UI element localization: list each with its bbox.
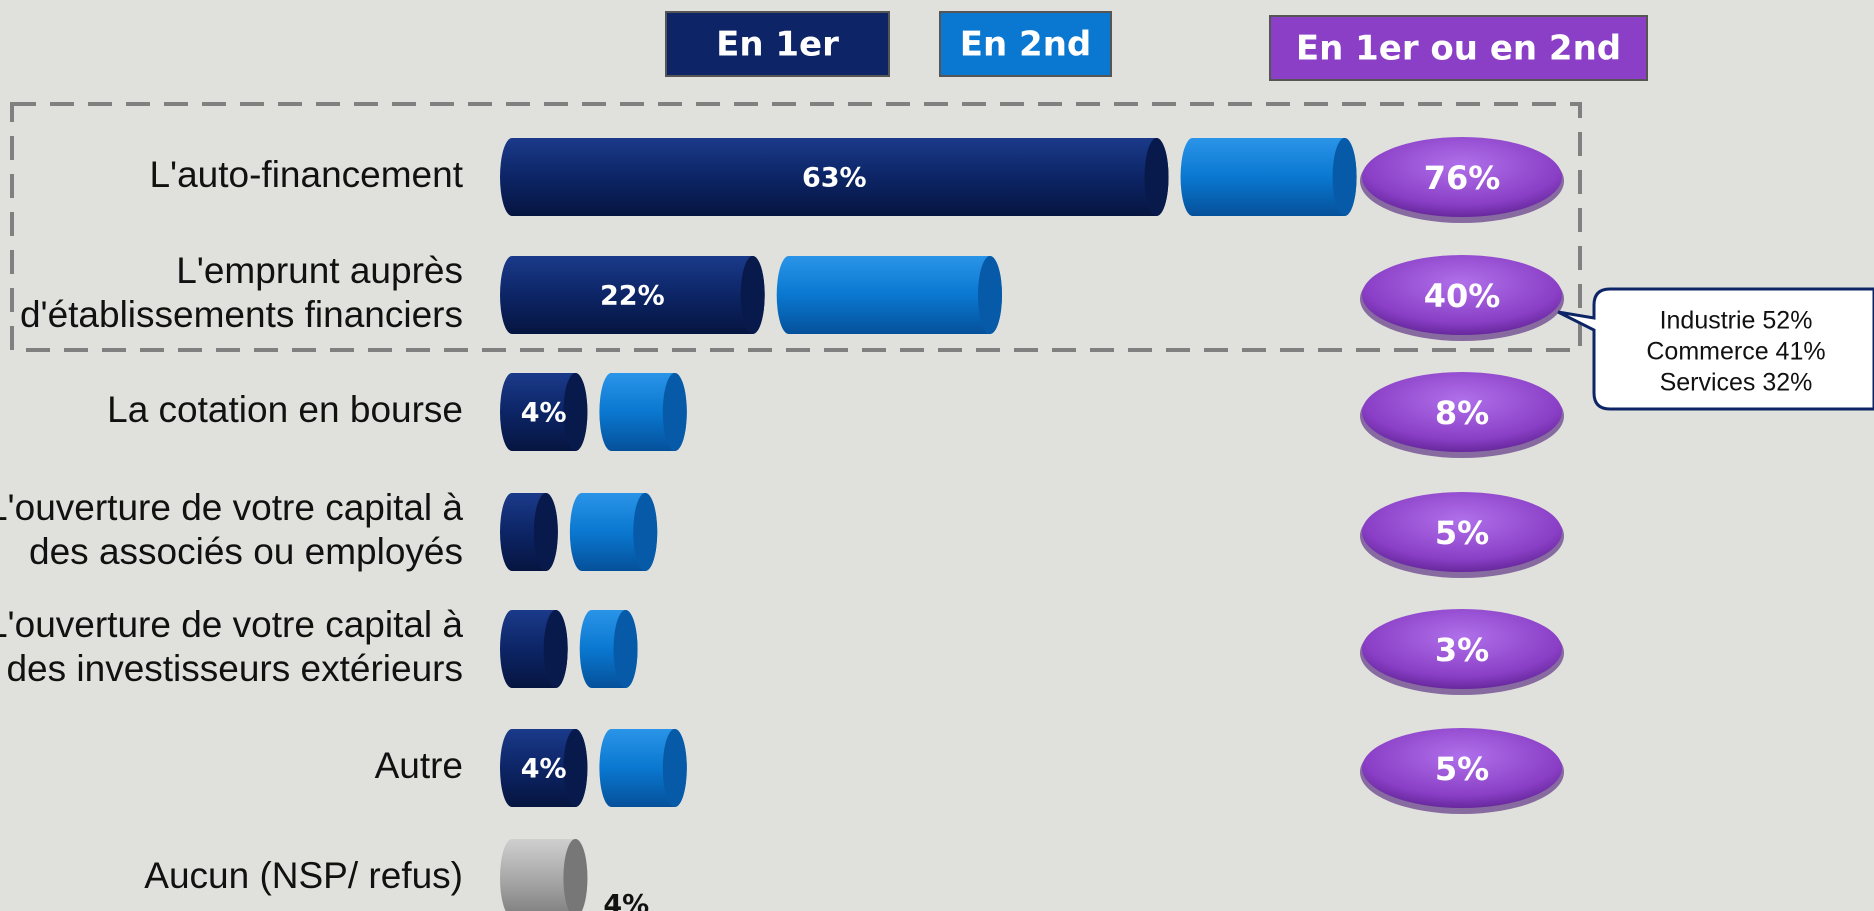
- highlight-box: [10, 102, 1582, 352]
- bar: [500, 256, 765, 334]
- legend-box: [939, 11, 1112, 77]
- callout-text: Commerce 41%: [1646, 338, 1825, 366]
- data-label: 22%: [600, 281, 665, 312]
- total-marker: [1362, 372, 1562, 452]
- bar-cap: [662, 729, 687, 807]
- total-label: 76%: [1424, 159, 1501, 197]
- bar-body: [500, 138, 1169, 216]
- total-label: 3%: [1435, 631, 1489, 669]
- data-label: 4%: [521, 754, 567, 785]
- bar-cap: [1332, 138, 1357, 216]
- legend-label: En 1er: [716, 25, 839, 65]
- data-label: 63%: [802, 163, 867, 194]
- category-label: Autre: [375, 745, 463, 786]
- bar-cap: [563, 839, 588, 911]
- bar-cap: [740, 256, 765, 334]
- callout-text: Industrie 52%: [1660, 307, 1813, 335]
- total-marker: [1362, 492, 1562, 572]
- bar-cap: [543, 610, 568, 688]
- bar-body: [1180, 138, 1357, 216]
- callout-box: [1557, 287, 1874, 411]
- bar-cap: [978, 256, 1002, 334]
- bar-cap: [613, 610, 638, 688]
- total-marker: [1362, 728, 1562, 808]
- bar: [1180, 138, 1357, 216]
- bar: [569, 493, 658, 571]
- category-label: d'établissements financiers: [20, 294, 463, 335]
- callout-text: Services 32%: [1660, 369, 1813, 397]
- bar: [500, 839, 588, 911]
- bar-cap: [633, 493, 658, 571]
- bar: [500, 610, 568, 688]
- category-label: L'ouverture de votre capital à: [0, 487, 463, 528]
- total-marker: [1362, 609, 1562, 689]
- legend-label: En 2nd: [960, 25, 1091, 65]
- category-label: La cotation en bourse: [107, 389, 463, 430]
- bar: [500, 729, 588, 807]
- category-label: L'emprunt auprès: [176, 250, 463, 291]
- category-label: des investisseurs extérieurs: [6, 648, 463, 689]
- bar: [500, 493, 558, 571]
- bar-cap: [533, 493, 558, 571]
- bar-cap: [1144, 138, 1169, 216]
- total-marker: [1362, 137, 1562, 217]
- legend-box: [1269, 15, 1648, 81]
- total-label: 8%: [1435, 394, 1489, 432]
- total-label: 5%: [1435, 750, 1489, 788]
- bar: [500, 373, 588, 451]
- legend-label: En 1er ou en 2nd: [1296, 29, 1621, 69]
- bar: [579, 610, 638, 688]
- bar: [776, 256, 1002, 334]
- category-label: L'ouverture de votre capital à: [0, 604, 463, 645]
- legend-box: [665, 11, 890, 77]
- category-label: Aucun (NSP/ refus): [144, 855, 463, 896]
- bar-cap: [563, 729, 588, 807]
- data-label: 4%: [603, 890, 649, 911]
- total-marker: [1362, 255, 1562, 335]
- bar-cap: [563, 373, 588, 451]
- bar-body: [500, 256, 765, 334]
- category-label: L'auto-financement: [149, 154, 463, 195]
- callout: [1557, 287, 1874, 411]
- bar-cap: [662, 373, 687, 451]
- bar: [599, 729, 687, 807]
- category-label: des associés ou employés: [29, 531, 463, 572]
- data-label: 4%: [521, 398, 567, 429]
- total-label: 5%: [1435, 514, 1489, 552]
- bar: [500, 138, 1169, 216]
- bar-body: [776, 256, 1002, 334]
- total-label: 40%: [1424, 277, 1501, 315]
- bar: [599, 373, 687, 451]
